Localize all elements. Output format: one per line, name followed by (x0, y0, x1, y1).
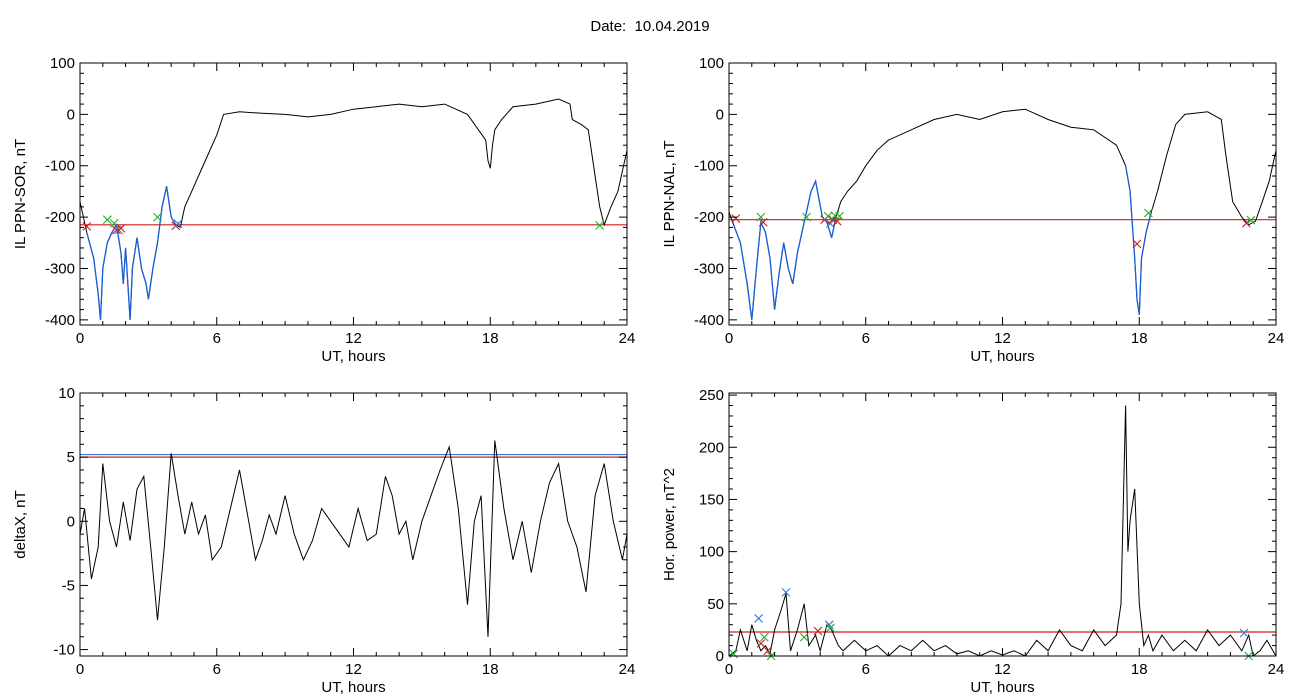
deltax-axes-frame (79, 392, 628, 657)
sor-marker-6 (153, 212, 162, 222)
nal-x-tick-label: 12 (994, 330, 1011, 347)
deltax-x-axis-label: UT, hours (321, 679, 385, 696)
sor-y-tick-label: -300 (45, 260, 75, 277)
deltax-y-tick-label: 5 (67, 449, 75, 466)
sor-marker-2 (109, 218, 119, 228)
power-y-tick-label: 150 (699, 491, 724, 508)
nal-marker-12 (1143, 208, 1153, 218)
nal-marker-0 (731, 214, 741, 224)
sor-y-tick-label: -100 (45, 158, 75, 175)
nal-storm-segment-0 (732, 179, 837, 320)
sor-storm-segment-0 (86, 186, 177, 320)
power-marker-4 (763, 646, 773, 656)
sor-x-tick-label: 24 (619, 330, 636, 347)
power-marker-0 (729, 649, 738, 659)
nal-x-tick-label: 6 (862, 330, 870, 347)
sor-x-tick-label: 6 (213, 330, 221, 347)
power-x-tick-label: 12 (994, 661, 1011, 678)
deltax-panel: 0 6 12 18 24 -10 -5 0 5 10 UT, hours deltaX, nT (12, 385, 635, 696)
nal-x-tick-label: 18 (1131, 330, 1148, 347)
nal-y-axis-label: IL PPN-NAL, nT (661, 141, 678, 248)
nal-panel: 0 6 12 18 24 -400 -300 -200 -100 0 100 UT, hours IL … (661, 55, 1284, 365)
nal-storm-segment-1 (1124, 165, 1152, 315)
power-marker-3 (759, 632, 769, 642)
sor-y-tick-label: -200 (45, 209, 75, 226)
deltax-y-axis-label: deltaX, nT (12, 490, 29, 558)
sor-x-tick-label: 0 (76, 330, 84, 347)
nal-marker-11 (1132, 239, 1142, 249)
nal-y-tick-label: -400 (694, 312, 724, 329)
deltax-x-tick-label: 0 (76, 661, 84, 678)
power-x-tick-label: 0 (725, 661, 733, 678)
power-panel: 0 6 12 18 24 0 50 100 150 200 250 UT, hours Hor. pow… (661, 387, 1284, 696)
sor-marker-0 (82, 221, 92, 231)
power-x-tick-label: 6 (862, 661, 870, 678)
power-y-tick-label: 100 (699, 544, 724, 561)
power-y-tick-label: 50 (707, 596, 724, 613)
power-marker-9 (824, 620, 834, 630)
sor-marker-1 (102, 215, 112, 225)
nal-marker-1 (756, 212, 766, 222)
sor-marker-8 (173, 219, 183, 229)
power-marker-8 (813, 626, 823, 636)
power-marker-10 (826, 623, 835, 633)
power-marker-6 (781, 587, 791, 597)
power-marker-11 (1239, 628, 1249, 638)
nal-marker-2 (758, 217, 768, 227)
power-x-tick-label: 18 (1131, 661, 1148, 678)
nal-y-tick-label: -200 (694, 209, 724, 226)
power-y-axis-label: Hor. power, nT^2 (661, 468, 678, 581)
deltax-y-tick-label: -5 (62, 577, 75, 594)
sor-marker-9 (595, 220, 605, 230)
power-marker-7 (799, 632, 809, 642)
chart-date-title: Date: 10.04.2019 (590, 18, 710, 35)
nal-marker-14 (1246, 215, 1256, 225)
sor-y-axis-label: IL PPN-SOR, nT (12, 139, 29, 249)
nal-marker-9 (832, 216, 842, 226)
nal-marker-10 (835, 211, 844, 221)
deltax-y-tick-label: -10 (53, 642, 75, 659)
nal-marker-13 (1241, 218, 1251, 228)
sor-x-tick-label: 18 (482, 330, 499, 347)
sor-y-tick-label: 0 (67, 106, 75, 123)
deltax-y-tick-label: 10 (58, 385, 75, 402)
nal-x-tick-label: 0 (725, 330, 733, 347)
sor-y-tick-label: -400 (45, 312, 75, 329)
power-marker-1 (754, 614, 764, 623)
nal-y-tick-label: -300 (694, 260, 724, 277)
power-y-tick-label: 200 (699, 439, 724, 456)
sor-x-tick-label: 12 (345, 330, 362, 347)
nal-marker-6 (826, 219, 835, 229)
nal-y-tick-label: 100 (699, 55, 724, 72)
power-axes-frame (728, 392, 1277, 657)
nal-series-line-0 (729, 108, 1276, 320)
power-y-tick-label: 0 (716, 648, 724, 665)
deltax-x-tick-label: 6 (213, 661, 221, 678)
nal-marker-3 (802, 212, 811, 222)
nal-y-tick-label: -100 (694, 158, 724, 175)
nal-x-axis-label: UT, hours (970, 348, 1034, 365)
deltax-x-tick-label: 12 (345, 661, 362, 678)
deltax-x-tick-label: 24 (619, 661, 636, 678)
deltax-x-tick-label: 18 (482, 661, 499, 678)
power-series-line-0 (729, 405, 1276, 656)
power-y-tick-label: 250 (699, 387, 724, 404)
nal-marker-5 (823, 211, 833, 221)
sor-panel: 0 6 12 18 24 -400 -300 -200 -100 0 100 UT, hours IL … (12, 55, 635, 365)
sor-y-tick-label: 100 (50, 55, 75, 72)
nal-x-tick-label: 24 (1268, 330, 1285, 347)
power-marker-2 (756, 639, 766, 648)
nal-y-tick-label: 0 (716, 106, 724, 123)
sor-marker-5 (116, 224, 126, 233)
power-x-axis-label: UT, hours (970, 679, 1034, 696)
power-x-tick-label: 24 (1268, 661, 1285, 678)
sor-x-axis-label: UT, hours (321, 348, 385, 365)
deltax-series-line-0 (80, 440, 627, 637)
deltax-y-tick-label: 0 (67, 513, 75, 530)
